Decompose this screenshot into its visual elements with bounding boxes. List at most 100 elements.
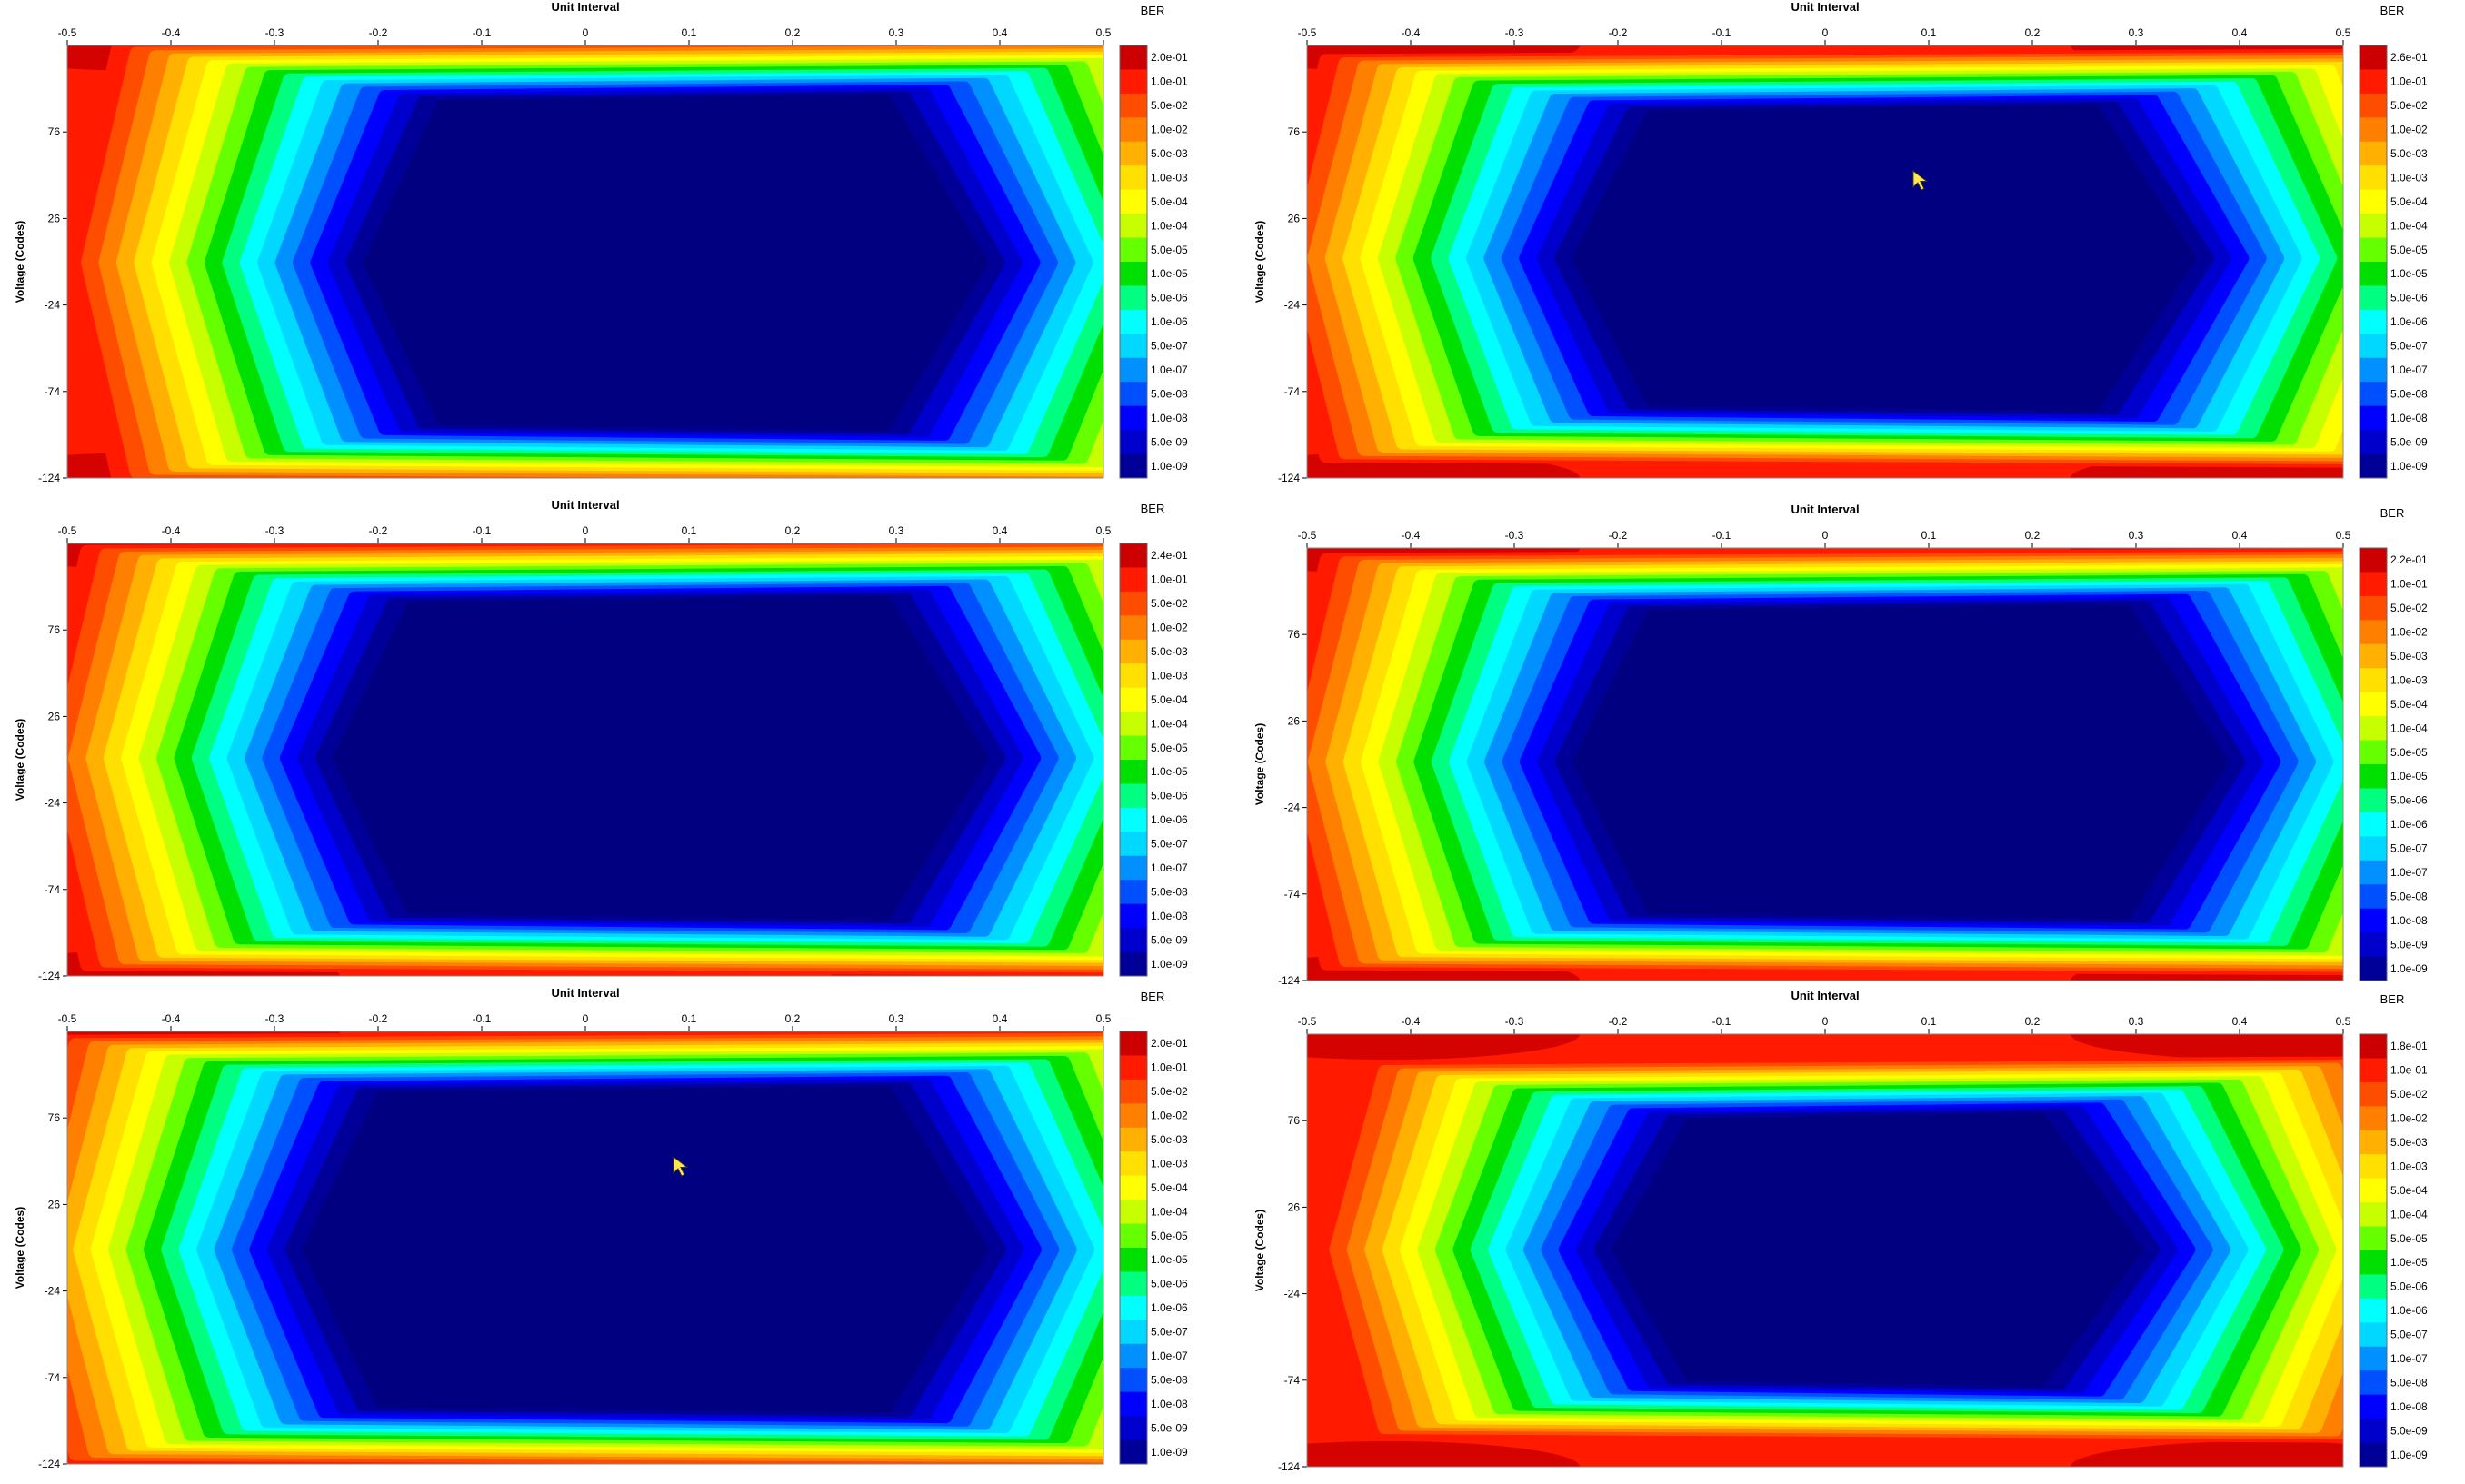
heatmap-area: [1307, 548, 2343, 981]
x-tick-label: -0.2: [369, 26, 388, 39]
colorbar-label: 1.0e-06: [2390, 818, 2428, 831]
colorbar-label: 5.0e-07: [2390, 340, 2428, 353]
colorbar-label: 1.0e-02: [1151, 124, 1188, 136]
y-tick-label: 26: [48, 1198, 61, 1210]
x-tick-label: 0.1: [1921, 1015, 1937, 1028]
colorbar-swatch: [2360, 69, 2387, 95]
colorbar-label: 1.0e-09: [2390, 962, 2428, 975]
colorbar-label: 1.0e-04: [1151, 717, 1188, 730]
colorbar-swatch: [1120, 189, 1147, 214]
colorbar-label: 2.2e-01: [2390, 553, 2428, 566]
colorbar-swatch: [1120, 141, 1147, 166]
colorbar-swatch: [2360, 884, 2387, 910]
colorbar-label: 5.0e-05: [2390, 244, 2428, 256]
colorbar-swatch: [2360, 1298, 2387, 1323]
colorbar-swatch: [1120, 357, 1147, 383]
colorbar-swatch: [1120, 453, 1147, 479]
y-tick-label: 26: [48, 710, 61, 722]
colorbar-swatch: [2360, 1202, 2387, 1228]
colorbar-label: 5.0e-06: [2390, 794, 2428, 807]
colorbar-title: BER: [1141, 502, 1165, 515]
colorbar-label: 2.0e-01: [1151, 1037, 1188, 1050]
x-axis-title: Unit Interval: [551, 0, 619, 14]
x-tick-label: -0.4: [1402, 529, 1421, 542]
colorbar-swatch: [2360, 1081, 2387, 1107]
colorbar-label: 5.0e-09: [1151, 933, 1188, 946]
heatmap-corner-region: [1307, 1034, 1580, 1060]
colorbar-label: 1.0e-01: [1151, 573, 1188, 586]
colorbar-swatch: [2360, 1154, 2387, 1180]
colorbar-label: 1.0e-06: [2390, 1304, 2428, 1317]
x-tick-label: 0.2: [785, 524, 801, 537]
colorbar-swatch: [2360, 405, 2387, 431]
colorbar-label: 5.0e-05: [2390, 1232, 2428, 1245]
x-tick-label: 0: [1822, 529, 1829, 542]
colorbar-swatch: [1120, 1439, 1147, 1465]
colorbar-swatch: [2360, 643, 2387, 669]
y-tick-label: -24: [1284, 802, 1301, 814]
colorbar-swatch: [2360, 357, 2387, 383]
x-tick-label: 0.2: [785, 26, 801, 39]
x-tick-label: -0.1: [1712, 529, 1731, 542]
colorbar-label: 5.0e-03: [2390, 1136, 2428, 1149]
x-tick-label: 0.5: [2336, 26, 2351, 39]
colorbar-swatch: [1120, 430, 1147, 455]
colorbar-label: 1.0e-01: [2390, 578, 2428, 591]
colorbar-swatch: [2360, 1034, 2387, 1059]
colorbar-label: 1.0e-06: [1151, 315, 1188, 328]
colorbar-swatch: [2360, 453, 2387, 479]
x-tick-label: -0.2: [1609, 529, 1628, 542]
y-tick-label: 26: [48, 212, 61, 224]
colorbar-label: 1.0e-09: [1151, 460, 1188, 473]
x-tick-label: 0.3: [889, 1012, 904, 1025]
colorbar-label: 5.0e-06: [1151, 790, 1188, 802]
x-tick-label: -0.4: [1402, 1015, 1421, 1028]
colorbar-label: 1.0e-04: [1151, 219, 1188, 232]
colorbar-label: 1.0e-06: [1151, 1301, 1188, 1314]
colorbar-swatch: [2360, 692, 2387, 717]
colorbar-label: 1.0e-08: [1151, 412, 1188, 424]
y-tick-label: -74: [45, 385, 61, 398]
colorbar-swatch: [1120, 1055, 1147, 1081]
x-tick-label: 0.1: [682, 524, 697, 537]
colorbar-swatch: [2360, 716, 2387, 742]
colorbar-label: 1.0e-06: [2390, 315, 2428, 328]
colorbar-label: 1.0e-06: [1151, 813, 1188, 826]
x-tick-label: 0.4: [2232, 26, 2248, 39]
y-tick-label: 76: [1288, 628, 1301, 641]
colorbar-swatch: [2360, 1394, 2387, 1419]
colorbar-swatch: [1120, 832, 1147, 857]
colorbar-label: 1.0e-07: [2390, 364, 2428, 376]
heatmap-corner-region: [2071, 1441, 2343, 1467]
colorbar-swatch: [1120, 214, 1147, 239]
colorbar-swatch: [2360, 1322, 2387, 1348]
y-axis-title: Voltage (Codes): [14, 719, 26, 801]
colorbar-label: 1.0e-05: [1151, 1253, 1188, 1266]
colorbar-label: 5.0e-08: [2390, 387, 2428, 400]
ber-contour-level: [333, 595, 988, 921]
x-tick-label: 0.3: [2129, 529, 2144, 542]
colorbar-label: 5.0e-09: [1151, 435, 1188, 448]
colorbar-swatch: [2360, 309, 2387, 334]
x-tick-label: 0.2: [2025, 26, 2041, 39]
x-tick-label: -0.4: [162, 524, 181, 537]
colorbar-swatch: [1120, 1127, 1147, 1152]
colorbar-swatch: [2360, 620, 2387, 645]
eye-diagram-plot-1: Unit Interval -0.5 -0.4 -0.3 -0.2 -0.1 0 0.1 0.2…: [0, 0, 1238, 484]
colorbar-swatch: [2360, 117, 2387, 143]
colorbar-swatch: [2360, 45, 2387, 70]
y-axis-title: Voltage (Codes): [1253, 723, 1266, 805]
colorbar-label: 1.0e-03: [2390, 1160, 2428, 1172]
colorbar-swatch: [2360, 214, 2387, 239]
colorbar-label: 1.0e-05: [2390, 1256, 2428, 1269]
x-tick-label: -0.5: [1298, 26, 1317, 39]
colorbar-label: 1.0e-08: [2390, 914, 2428, 927]
colorbar-label: 5.0e-05: [1151, 244, 1188, 256]
colorbar-label: 2.4e-01: [1151, 549, 1188, 562]
colorbar-swatch: [1120, 93, 1147, 118]
y-tick-label: 76: [1288, 125, 1301, 138]
colorbar-swatch: [1120, 1271, 1147, 1297]
colorbar-label: 5.0e-07: [2390, 1329, 2428, 1341]
colorbar-swatch: [2360, 595, 2387, 621]
y-tick-label: -124: [1278, 974, 1300, 987]
